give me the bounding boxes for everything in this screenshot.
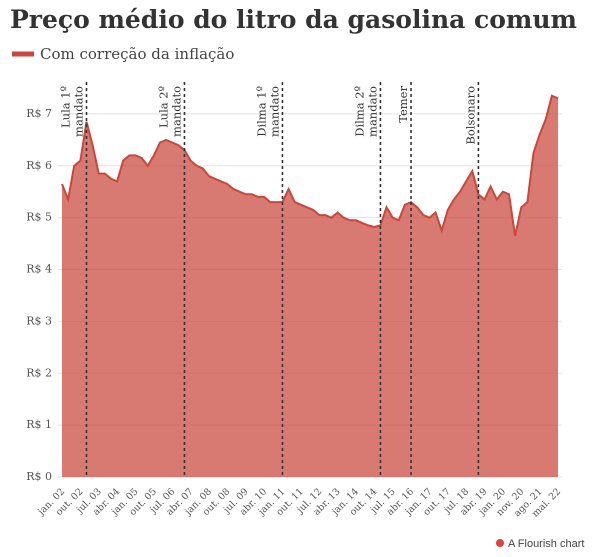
annotation-label: Temer — [396, 86, 410, 123]
annotation-label: mandato — [71, 86, 85, 137]
y-tick-label: R$ 7 — [26, 107, 52, 120]
y-tick-label: R$ 0 — [26, 470, 52, 483]
annotation-label: Dilma 1º — [254, 86, 268, 137]
y-tick-label: R$ 5 — [26, 211, 52, 224]
line — [61, 94, 559, 237]
footer: A Flourish chart — [508, 538, 584, 550]
annotation-label: Dilma 2º — [352, 86, 366, 137]
y-tick-label: R$ 2 — [26, 366, 52, 379]
y-tick-label: R$ 3 — [26, 314, 52, 327]
chart-title: Preço médio do litro da gasolina comum — [10, 5, 577, 34]
y-tick-label: R$ 6 — [26, 159, 52, 172]
footer-logo — [496, 539, 504, 547]
y-tick-label: R$ 1 — [26, 418, 52, 431]
annotation-label: Bolsonaro — [463, 86, 477, 145]
annotation-label: mandato — [365, 86, 379, 137]
legend-label: Com correção da inflação — [40, 45, 234, 63]
area — [62, 95, 558, 478]
y-tick-label: R$ 4 — [26, 263, 52, 276]
annotation-label: mandato — [267, 86, 281, 137]
annotation-label: Lula 1º — [58, 86, 72, 128]
annotation-label: Lula 2º — [156, 86, 170, 128]
annotation-label: mandato — [169, 86, 183, 137]
